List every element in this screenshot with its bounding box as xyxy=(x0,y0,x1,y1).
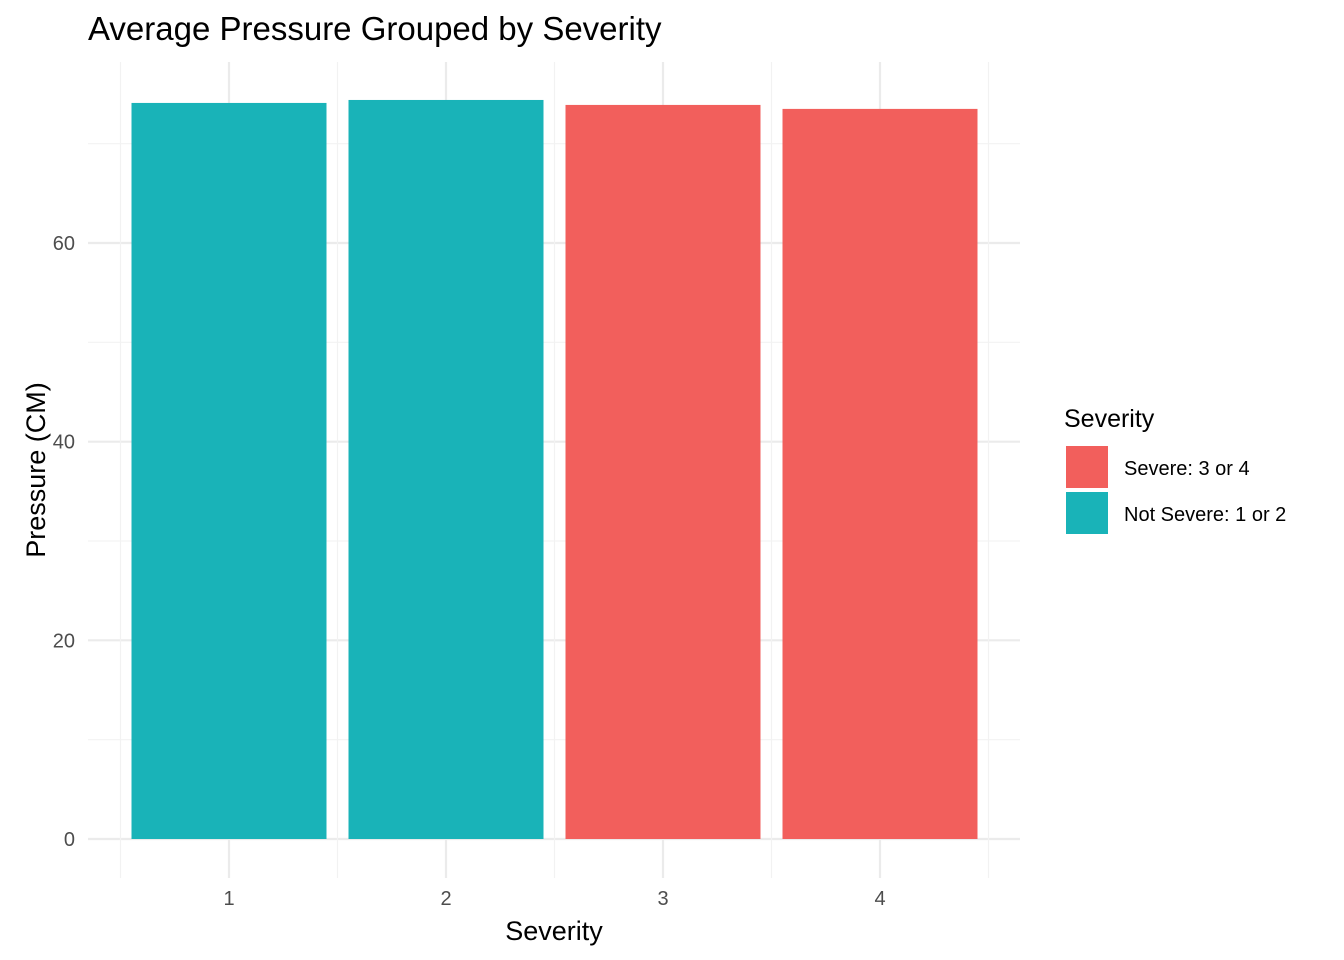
legend: Severity Severe: 3 or 4 Not Severe: 1 or… xyxy=(1064,405,1286,534)
bar-severity-1 xyxy=(131,102,327,839)
x-tick-label: 2 xyxy=(440,888,451,910)
legend-title: Severity xyxy=(1064,405,1155,433)
chart-title: Average Pressure Grouped by Severity xyxy=(88,10,662,47)
x-tick-label: 3 xyxy=(657,888,668,910)
x-tick-label: 4 xyxy=(874,888,885,910)
bar-severity-4 xyxy=(782,108,978,839)
x-tick-label: 1 xyxy=(223,888,234,910)
x-axis-ticks: 1 2 3 4 xyxy=(223,888,885,910)
y-tick-label: 0 xyxy=(64,829,75,851)
bar-severity-2 xyxy=(348,99,544,839)
x-axis-title: Severity xyxy=(505,916,603,946)
y-tick-label: 20 xyxy=(53,630,75,652)
legend-label-severe: Severe: 3 or 4 xyxy=(1124,458,1250,480)
legend-swatch-not-severe xyxy=(1066,492,1108,534)
y-tick-label: 60 xyxy=(53,233,75,255)
y-tick-label: 40 xyxy=(53,432,75,454)
bars-group xyxy=(131,99,978,840)
y-axis-title: Pressure (CM) xyxy=(21,382,51,558)
legend-label-not-severe: Not Severe: 1 or 2 xyxy=(1124,504,1286,526)
legend-swatch-severe xyxy=(1066,446,1108,488)
y-axis-ticks: 0 20 40 60 xyxy=(53,233,75,851)
bar-severity-3 xyxy=(565,104,761,840)
